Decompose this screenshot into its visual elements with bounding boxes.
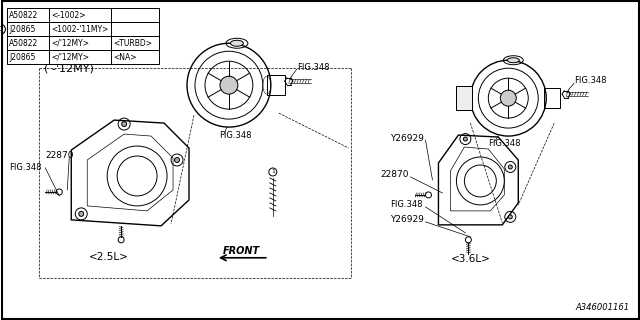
Text: <TURBD>: <TURBD> — [113, 39, 152, 48]
Circle shape — [500, 90, 516, 106]
Circle shape — [508, 215, 512, 219]
Text: </'12MY>: </'12MY> — [51, 53, 90, 62]
Circle shape — [122, 122, 127, 127]
Circle shape — [463, 137, 467, 141]
Text: FIG.348: FIG.348 — [219, 131, 252, 140]
Ellipse shape — [230, 40, 243, 46]
Bar — [8, 50, 159, 64]
Text: <-1002>: <-1002> — [51, 11, 86, 20]
Text: FIG.348: FIG.348 — [297, 63, 329, 72]
Text: 22870: 22870 — [45, 150, 74, 159]
Text: 22870: 22870 — [381, 171, 409, 180]
Text: 1: 1 — [271, 170, 275, 174]
Circle shape — [175, 157, 180, 163]
Text: A346001161: A346001161 — [576, 303, 630, 312]
Bar — [456, 86, 472, 110]
Text: Y26929: Y26929 — [390, 133, 424, 142]
Text: <NA>: <NA> — [113, 53, 137, 62]
Text: A50822: A50822 — [10, 11, 38, 20]
Bar — [8, 36, 159, 50]
Text: <2.5L>: <2.5L> — [89, 252, 129, 262]
Text: J20865: J20865 — [10, 25, 36, 34]
Bar — [456, 86, 472, 110]
Text: A50822: A50822 — [10, 39, 38, 48]
Bar — [267, 75, 285, 95]
Text: FIG.348: FIG.348 — [10, 164, 42, 172]
Text: FIG.348: FIG.348 — [390, 200, 423, 209]
Bar — [8, 22, 159, 36]
Text: Y26929: Y26929 — [390, 215, 424, 224]
Text: FIG.348: FIG.348 — [574, 76, 607, 85]
Text: <3.6L>: <3.6L> — [451, 254, 490, 264]
Text: FRONT: FRONT — [222, 246, 259, 256]
Text: ( -'12MY): ( -'12MY) — [44, 63, 94, 73]
Text: </'12MY>: </'12MY> — [51, 39, 90, 48]
Text: <1002-'11MY>: <1002-'11MY> — [51, 25, 109, 34]
Ellipse shape — [508, 58, 519, 63]
Circle shape — [508, 165, 512, 169]
Circle shape — [220, 76, 238, 94]
Text: FIG.348: FIG.348 — [488, 139, 521, 148]
Bar — [544, 88, 560, 108]
Text: 1: 1 — [0, 26, 3, 32]
Circle shape — [79, 212, 84, 216]
Text: J20865: J20865 — [10, 53, 36, 62]
Bar — [8, 8, 159, 22]
